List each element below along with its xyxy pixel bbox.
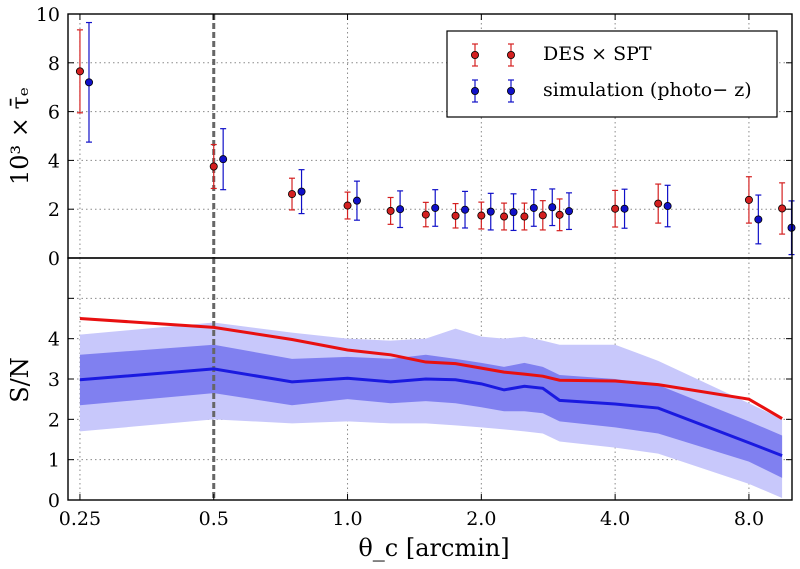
legend-point-1-1: [506, 87, 515, 96]
data-sn-line: [79, 317, 783, 420]
series-0-point-5: [421, 210, 430, 219]
series-1-point-9: [529, 203, 538, 212]
series-0-point-4: [386, 206, 395, 215]
xtick-label-2: 1.0: [332, 508, 362, 530]
bottom-marks: [79, 258, 783, 500]
bottom-y-axis-label: S/N: [6, 357, 34, 403]
legend-label-des-spt: DES × SPT: [543, 43, 652, 65]
legend-point-0-0: [470, 51, 479, 60]
bottom-ytick-label-0: 0: [48, 490, 60, 512]
series-1: [84, 21, 796, 256]
series-0: [75, 29, 787, 235]
series-1-point-11: [565, 207, 574, 216]
bottom-panel: 0 1 2 3 4 0.25 0.5 1.0 2.0 4.0 8.0 S/N θ_c [arcmi…: [6, 14, 793, 562]
legend-symbol-des-spt: [470, 43, 515, 67]
legend: DES × SPT simulation (photo− z): [446, 30, 778, 118]
legend-point-0-1: [506, 51, 515, 60]
top-marks: [75, 14, 796, 258]
series-0-point-3: [343, 201, 352, 210]
series-0-point-15: [778, 204, 787, 213]
legend-box: [446, 30, 778, 118]
series-0-point-9: [520, 212, 529, 221]
series-1-point-1: [219, 155, 228, 164]
series-1-point-5: [431, 203, 440, 212]
top-ytick-label-1: 2: [48, 199, 60, 221]
series-1-point-6: [461, 205, 470, 214]
series-1-point-10: [548, 203, 557, 212]
bottom-ytick-label-2: 2: [48, 409, 60, 431]
xtick-label-3: 2.0: [466, 508, 496, 530]
bottom-ytick-label-3: 3: [48, 369, 60, 391]
simulation-median-line: [79, 367, 783, 458]
legend-symbol-simulation: [470, 79, 515, 103]
series-1-point-12: [620, 204, 629, 213]
series-1-point-14: [754, 215, 763, 224]
series-1-point-8: [509, 208, 518, 217]
top-ytick-label-5: 10: [36, 4, 60, 26]
top-ytick-label-2: 4: [48, 150, 60, 172]
series-0-point-2: [288, 190, 297, 199]
bottom-ytick-label-4: 4: [48, 329, 60, 351]
series-1-point-0: [84, 78, 93, 87]
series-1-point-13: [663, 202, 672, 211]
series-0-point-7: [477, 211, 486, 220]
xtick-label-0: 0.25: [59, 508, 101, 530]
series-0-point-6: [451, 211, 460, 220]
legend-label-simulation: simulation (photo− z): [543, 79, 752, 101]
xtick-label-1: 0.5: [199, 508, 229, 530]
series-0-point-12: [611, 204, 620, 213]
legend-point-1-0: [470, 87, 479, 96]
series-0-point-0: [75, 67, 84, 76]
x-axis-ticks: 0.25 0.5 1.0 2.0 4.0 8.0: [59, 14, 764, 530]
bottom-ytick-label-1: 1: [48, 450, 60, 472]
series-1-point-7: [486, 207, 495, 216]
bottom-y-ticks: 0 1 2 3 4: [48, 297, 792, 512]
xtick-label-5: 8.0: [734, 508, 764, 530]
series-0-point-10: [538, 211, 547, 220]
xtick-label-4: 4.0: [600, 508, 630, 530]
top-ytick-label-0: 0: [48, 248, 60, 270]
x-axis-label: θ_c [arcmin]: [358, 534, 509, 562]
series-0-point-14: [744, 195, 753, 204]
series-1-point-2: [297, 187, 306, 196]
series-0-point-11: [555, 210, 564, 219]
series-0-point-13: [654, 199, 663, 208]
series-0-point-1: [209, 162, 218, 171]
series-1-point-3: [352, 196, 361, 205]
series-1-point-4: [396, 205, 405, 214]
top-y-ticks: 0 2 4 6 8 10: [36, 4, 792, 270]
top-ytick-label-4: 8: [48, 53, 60, 75]
top-y-axis-label: 10³ × τ̄ₑ: [6, 87, 34, 185]
top-ytick-label-3: 6: [48, 102, 60, 124]
series-0-point-8: [500, 212, 509, 221]
band-1-sigma: [79, 344, 783, 478]
